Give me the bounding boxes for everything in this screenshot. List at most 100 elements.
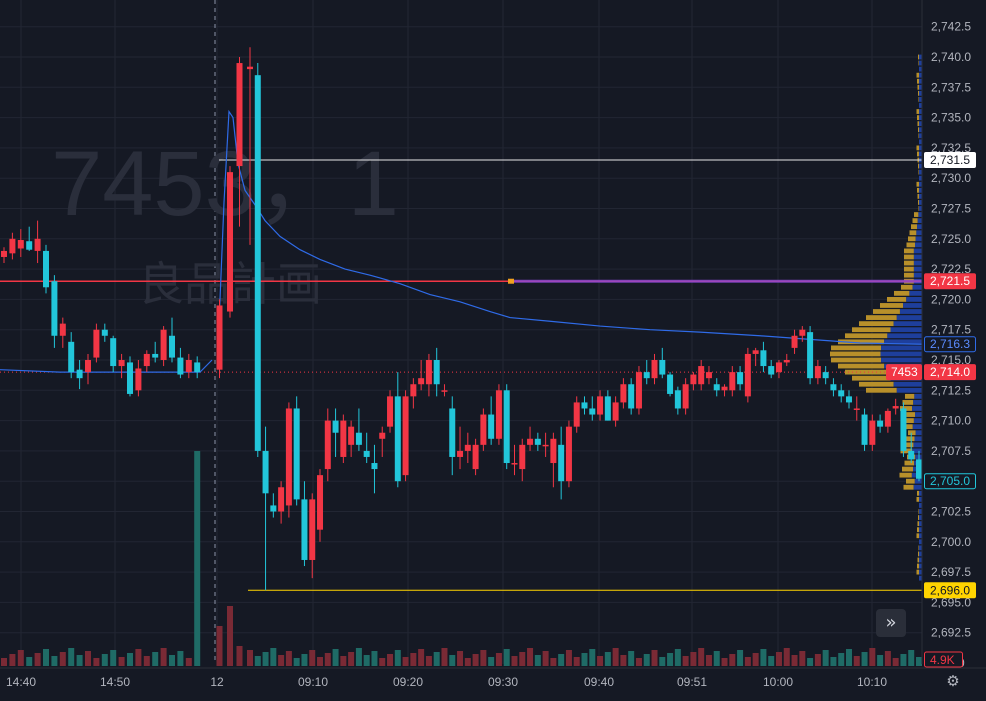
candle-body xyxy=(227,172,233,312)
candle-body xyxy=(480,414,487,445)
volume-bar xyxy=(76,655,83,666)
volume-bar xyxy=(589,649,596,666)
candle-body xyxy=(93,329,100,358)
volume-profile-bar xyxy=(919,181,922,187)
volume-profile-bar xyxy=(880,351,922,357)
volume-bar xyxy=(597,656,604,666)
volume-profile-bar xyxy=(916,72,919,78)
volume-bar xyxy=(270,648,277,666)
candle-body xyxy=(110,338,117,367)
candle-body xyxy=(317,475,324,530)
volume-profile-bar xyxy=(908,430,916,436)
volume-profile-bar xyxy=(904,266,914,272)
time-tick-label: 09:30 xyxy=(488,675,518,689)
volume-bar xyxy=(68,648,75,666)
volume-profile-bar xyxy=(887,333,922,339)
volume-bar xyxy=(85,651,91,666)
candle-body xyxy=(542,444,549,447)
scroll-right-button[interactable] xyxy=(876,609,906,637)
volume-profile-bar xyxy=(899,309,922,314)
volume-profile-bar xyxy=(919,175,922,181)
volume-profile-bar xyxy=(904,254,914,260)
volume-profile-bar xyxy=(915,412,922,417)
candle-body xyxy=(464,444,471,451)
volume-bar xyxy=(410,653,417,666)
volume-bar xyxy=(713,651,720,666)
volume-profile-bar xyxy=(909,230,917,236)
volume-profile-bar xyxy=(917,121,919,127)
volume-profile-bar xyxy=(890,327,922,333)
volume-profile-bar xyxy=(918,545,919,551)
price-tick-label: 2,702.5 xyxy=(931,505,971,519)
candle-body xyxy=(752,350,759,354)
volume-profile-bar xyxy=(917,187,919,193)
candle-body xyxy=(26,241,33,250)
volume-profile-bar xyxy=(919,163,922,169)
candle-body xyxy=(169,335,175,358)
volume-profile-bar xyxy=(903,303,922,308)
volume-bar xyxy=(916,657,922,666)
volume-bar xyxy=(355,648,362,666)
price-tick-label: 2,692.5 xyxy=(931,626,971,640)
settings-gear-icon[interactable]: ⚙ xyxy=(946,672,959,690)
price-tick-label: 2,715.0 xyxy=(931,353,971,367)
candle-body xyxy=(527,438,534,445)
volume-profile-bar xyxy=(830,351,881,357)
volume-bar xyxy=(169,655,175,666)
volume-bar xyxy=(705,655,712,666)
volume-profile-bar xyxy=(913,266,922,272)
volume-bar xyxy=(877,655,884,666)
volume-bar xyxy=(293,658,300,666)
candle-body xyxy=(900,408,907,451)
volume-profile-bar xyxy=(893,321,922,327)
volume-bar xyxy=(892,658,899,666)
volume-bar xyxy=(247,650,253,666)
volume-profile-bar xyxy=(914,478,922,484)
price-tick-label: 2,717.5 xyxy=(931,323,971,337)
time-tick-label: 14:40 xyxy=(6,675,36,689)
volume-bar xyxy=(262,652,269,666)
volume-bar xyxy=(9,654,16,666)
volume-profile-bar xyxy=(916,109,919,114)
volume-profile-bar xyxy=(901,424,913,430)
volume-bar xyxy=(93,658,100,666)
candle-body xyxy=(363,450,370,457)
volume-bar xyxy=(651,650,658,666)
last-price-label: 2,714.0 xyxy=(930,365,970,379)
volume-bar xyxy=(143,656,150,666)
volume-bar xyxy=(682,656,689,666)
volume-bar xyxy=(495,653,502,666)
volume-profile-bar xyxy=(919,187,922,193)
candle-body xyxy=(410,384,417,397)
candle-body xyxy=(511,463,518,465)
volume-bar xyxy=(127,653,133,666)
volume-value-label: 4.9K xyxy=(930,653,955,667)
volume-bar xyxy=(752,653,759,666)
volume-profile-bar xyxy=(859,381,894,387)
candle-body xyxy=(822,372,829,379)
segment-handle[interactable] xyxy=(508,278,514,284)
volume-bar xyxy=(418,649,425,666)
volume-profile-bar xyxy=(919,503,922,508)
volume-bar xyxy=(472,654,479,666)
candle-body xyxy=(441,390,448,392)
time-axis-background xyxy=(0,668,922,696)
volume-profile-bar xyxy=(905,436,915,442)
volume-bar xyxy=(783,648,790,666)
volume-bar xyxy=(527,648,534,666)
volume-profile-bar xyxy=(918,200,919,205)
volume-profile-bar xyxy=(918,133,919,139)
candle-body xyxy=(17,240,24,249)
volume-bar xyxy=(425,656,432,666)
volume-profile-bar xyxy=(919,115,922,120)
candle-body xyxy=(916,459,922,479)
candle-body xyxy=(861,414,868,445)
volume-profile-bar xyxy=(913,418,922,423)
price-tick-label: 2,740.0 xyxy=(931,50,971,64)
red-price-label: 2,721.5 xyxy=(930,274,970,288)
price-tick-label: 2,695.0 xyxy=(931,595,971,609)
volume-profile-bar xyxy=(919,90,922,96)
candle-body xyxy=(877,420,884,427)
